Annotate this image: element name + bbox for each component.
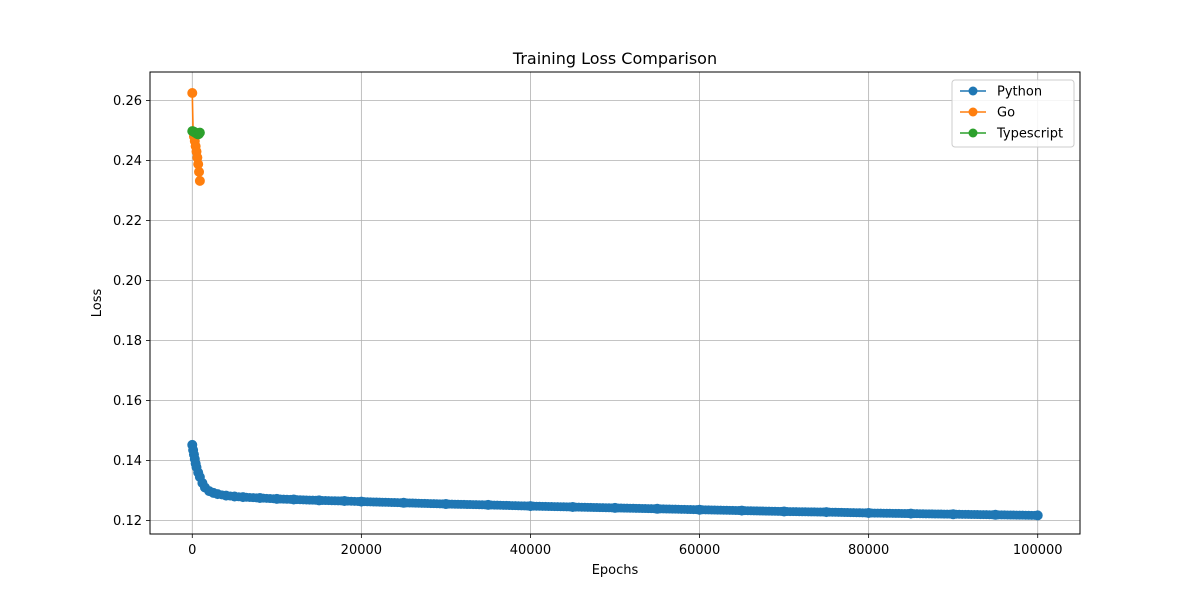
x-tick-label: 20000 (341, 543, 382, 558)
legend-marker-typescript (968, 128, 978, 138)
y-axis-label: Loss (90, 289, 105, 318)
legend-label-go: Go (997, 106, 1015, 121)
x-tick-label: 80000 (848, 543, 889, 558)
data-point-python-dense (234, 492, 244, 502)
data-point-python-dense (285, 494, 295, 504)
legend-label-typescript: Typescript (996, 127, 1063, 142)
legend-box (951, 79, 1075, 148)
data-point-typescript (194, 127, 205, 138)
legend: Python Go Typescript (951, 79, 1075, 148)
x-axis-label: Epochs (592, 563, 639, 578)
y-tick-label: 0.12 (113, 514, 142, 529)
y-tick-label: 0.16 (113, 394, 142, 409)
data-point-python-dense (225, 491, 235, 501)
y-tick-label: 0.24 (113, 154, 142, 169)
y-tick-label: 0.20 (113, 274, 142, 289)
data-point-go (194, 175, 205, 186)
series-typescript (187, 126, 205, 140)
ticks-layer: 0 20000 40000 60000 80000 100000 0.12 0.14 0.16 0… (113, 94, 1063, 558)
data-point-python-dense (268, 494, 278, 504)
legend-label-python: Python (997, 85, 1042, 100)
y-tick-label: 0.22 (113, 214, 142, 229)
data-point-python-dense (1030, 510, 1040, 520)
y-tick-label: 0.14 (113, 454, 142, 469)
x-tick-label: 100000 (1013, 543, 1063, 558)
x-tick-label: 0 (188, 543, 196, 558)
series-python (187, 439, 1043, 521)
legend-marker-go (968, 107, 978, 117)
y-tick-label: 0.18 (113, 334, 142, 349)
x-tick-label: 60000 (679, 543, 720, 558)
legend-marker-python (968, 86, 978, 96)
data-point-go (194, 166, 205, 177)
chart-title: Training Loss Comparison (512, 49, 717, 68)
x-tick-label: 40000 (510, 543, 551, 558)
data-point-python-dense (252, 493, 262, 503)
series-layer (187, 88, 1043, 521)
data-point-python-dense (336, 496, 346, 506)
data-point-python-dense (217, 490, 227, 500)
grid-layer (150, 72, 1080, 534)
data-point-go (187, 88, 198, 98)
data-point-python-dense (353, 496, 363, 506)
plot-frame (149, 71, 1081, 535)
y-tick-label: 0.26 (113, 94, 142, 109)
data-point-python-dense (311, 495, 321, 505)
